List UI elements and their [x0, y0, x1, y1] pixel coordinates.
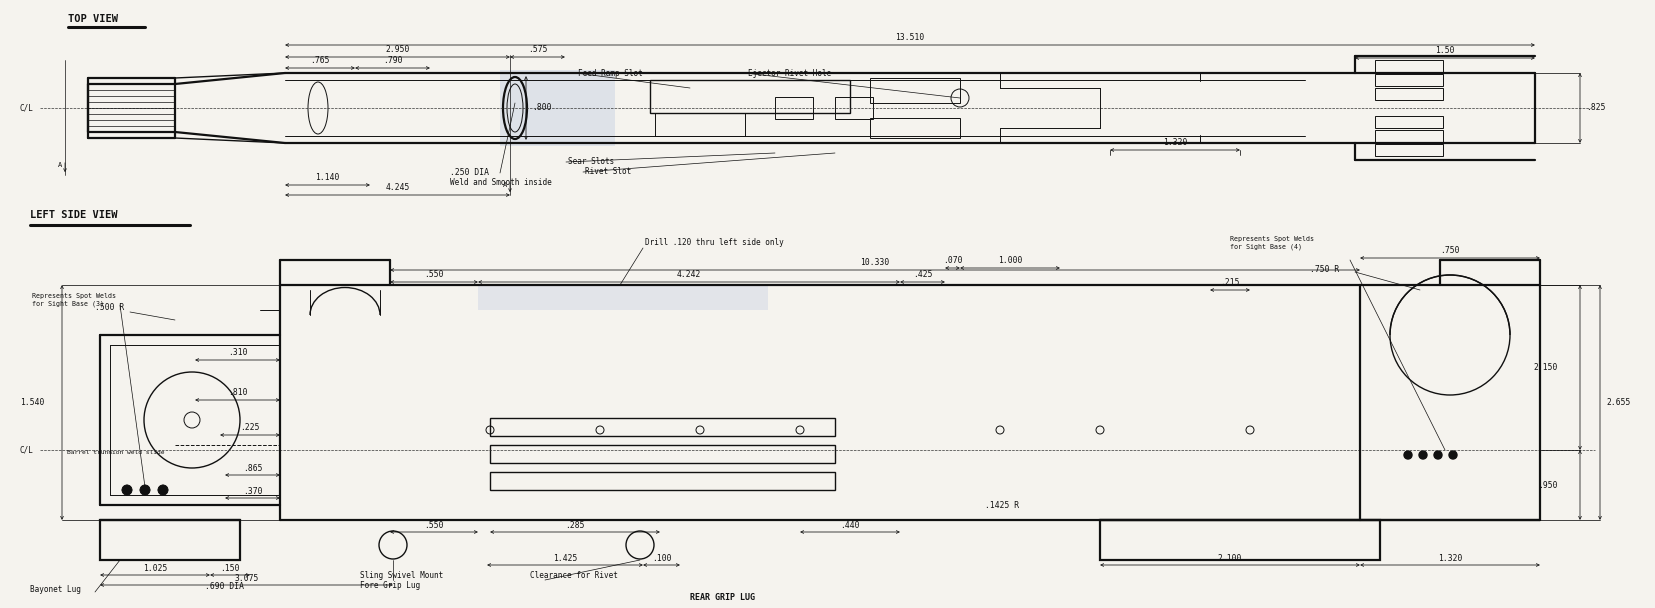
Bar — [1374, 60, 1442, 72]
Text: TOP VIEW: TOP VIEW — [68, 14, 118, 24]
Text: .370: .370 — [243, 487, 261, 496]
Text: .950: .950 — [1537, 480, 1557, 489]
Bar — [478, 285, 768, 310]
Text: .575: .575 — [528, 45, 546, 54]
Text: 1.320: 1.320 — [1162, 138, 1187, 147]
Bar — [1374, 88, 1442, 100]
Text: 1.000: 1.000 — [998, 256, 1021, 265]
Text: 3.075: 3.075 — [233, 574, 258, 583]
Text: LEFT SIDE VIEW: LEFT SIDE VIEW — [30, 210, 118, 220]
Text: Barrel trunnion weld slide: Barrel trunnion weld slide — [68, 449, 166, 455]
Circle shape — [141, 485, 151, 495]
Text: 2.655: 2.655 — [1605, 398, 1630, 407]
Text: Drill .120 thru left side only: Drill .120 thru left side only — [644, 238, 783, 247]
Text: .750 R: .750 R — [1309, 266, 1339, 274]
Circle shape — [1448, 451, 1456, 459]
Text: 2.150: 2.150 — [1533, 363, 1557, 372]
Bar — [1374, 116, 1442, 128]
Text: 1.140: 1.140 — [314, 173, 339, 182]
Text: Represents Spot Welds
for Sight Base (4): Represents Spot Welds for Sight Base (4) — [1230, 236, 1312, 250]
Text: Clearance for Rivet: Clearance for Rivet — [530, 570, 617, 579]
Text: 2.100: 2.100 — [1216, 554, 1241, 563]
Text: Bayonet Lug: Bayonet Lug — [30, 586, 81, 595]
Text: .790: .790 — [382, 56, 402, 65]
Circle shape — [1403, 451, 1412, 459]
Bar — [869, 78, 960, 103]
Bar — [490, 445, 834, 463]
Circle shape — [1433, 451, 1442, 459]
Bar — [655, 113, 745, 136]
Bar — [1374, 74, 1442, 86]
Text: A: A — [503, 182, 506, 188]
Text: .310: .310 — [228, 348, 247, 357]
Text: 4.242: 4.242 — [677, 270, 700, 279]
Text: 10.330: 10.330 — [861, 258, 889, 267]
Text: REAR GRIP LUG: REAR GRIP LUG — [690, 593, 755, 603]
Text: .765: .765 — [309, 56, 329, 65]
Text: Feed Ramp Slot: Feed Ramp Slot — [578, 69, 642, 77]
Bar — [1374, 130, 1442, 142]
Bar — [500, 70, 614, 146]
Text: .225: .225 — [240, 423, 260, 432]
Circle shape — [122, 485, 132, 495]
Text: Ejector Rivet Hole: Ejector Rivet Hole — [748, 69, 831, 77]
Text: Weld and Smooth inside: Weld and Smooth inside — [450, 179, 551, 187]
Text: .440: .440 — [839, 521, 859, 530]
Text: .150: .150 — [220, 564, 240, 573]
Text: .810: .810 — [228, 388, 247, 397]
Text: 1.425: 1.425 — [553, 554, 578, 563]
Text: .285: .285 — [564, 521, 584, 530]
Bar — [1374, 144, 1442, 156]
Text: .1425 R: .1425 R — [985, 500, 1018, 510]
Text: .250 DIA: .250 DIA — [450, 168, 490, 177]
Text: .425: .425 — [912, 270, 932, 279]
Text: Represents Spot Welds
for Sight Base (3): Represents Spot Welds for Sight Base (3) — [31, 292, 116, 307]
Text: .550: .550 — [424, 521, 444, 530]
Text: .500 R: .500 R — [94, 303, 124, 313]
Text: Sling Swivel Mount: Sling Swivel Mount — [359, 570, 444, 579]
Bar — [650, 80, 849, 113]
Bar — [99, 520, 240, 560]
Bar — [775, 97, 813, 119]
Text: .800: .800 — [531, 103, 551, 112]
Bar — [869, 118, 960, 138]
Text: C/L: C/L — [20, 103, 33, 112]
Text: .865: .865 — [243, 464, 261, 473]
Bar — [490, 418, 834, 436]
Text: A: A — [58, 162, 63, 168]
Bar — [1099, 520, 1379, 560]
Text: .070: .070 — [942, 256, 962, 265]
Circle shape — [157, 485, 167, 495]
Text: 1.320: 1.320 — [1437, 554, 1461, 563]
Text: .550: .550 — [424, 270, 444, 279]
Bar — [834, 97, 872, 119]
Circle shape — [1418, 451, 1427, 459]
Text: .825: .825 — [1585, 103, 1605, 112]
Text: Rivet Slot: Rivet Slot — [584, 167, 631, 176]
Text: 1.540: 1.540 — [20, 398, 45, 407]
Text: Sear Slots: Sear Slots — [568, 157, 614, 167]
Text: 13.510: 13.510 — [895, 33, 923, 42]
Text: C/L: C/L — [20, 446, 33, 455]
Text: .215: .215 — [1220, 278, 1240, 287]
Text: .690 DIA: .690 DIA — [205, 582, 245, 591]
Text: .750: .750 — [1440, 246, 1458, 255]
Bar — [490, 472, 834, 490]
Text: 1.50: 1.50 — [1435, 46, 1453, 55]
Text: 4.245: 4.245 — [386, 183, 409, 192]
Text: 1.025: 1.025 — [142, 564, 167, 573]
Text: 2.950: 2.950 — [386, 45, 409, 54]
Text: .100: .100 — [652, 554, 670, 563]
Text: Fore Grip Lug: Fore Grip Lug — [359, 581, 420, 590]
